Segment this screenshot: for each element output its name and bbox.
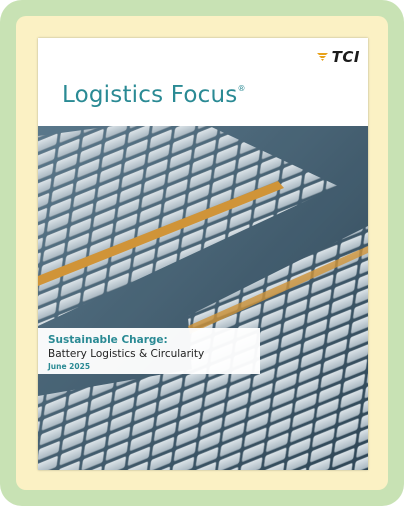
feature-headline: Sustainable Charge: [48, 334, 168, 346]
logo-text: TCI [331, 48, 360, 66]
battery-rack-1 [38, 126, 338, 326]
registered-mark: ® [237, 84, 246, 93]
battery-rack-3 [38, 356, 368, 470]
battery-photo [38, 126, 368, 470]
logo-icon [316, 53, 328, 61]
feature-subtitle: Battery Logistics & Circularity [48, 348, 205, 360]
feature-date: June 2025 [48, 362, 91, 371]
title-text: Logistics Focus [62, 82, 238, 108]
cover-title: Logistics Focus® [62, 82, 246, 108]
logo: TCI [316, 48, 360, 66]
cover-page: TCI Logistics Focus® [38, 38, 368, 470]
feature-panel: Sustainable Charge: Battery Logistics & … [38, 328, 260, 374]
